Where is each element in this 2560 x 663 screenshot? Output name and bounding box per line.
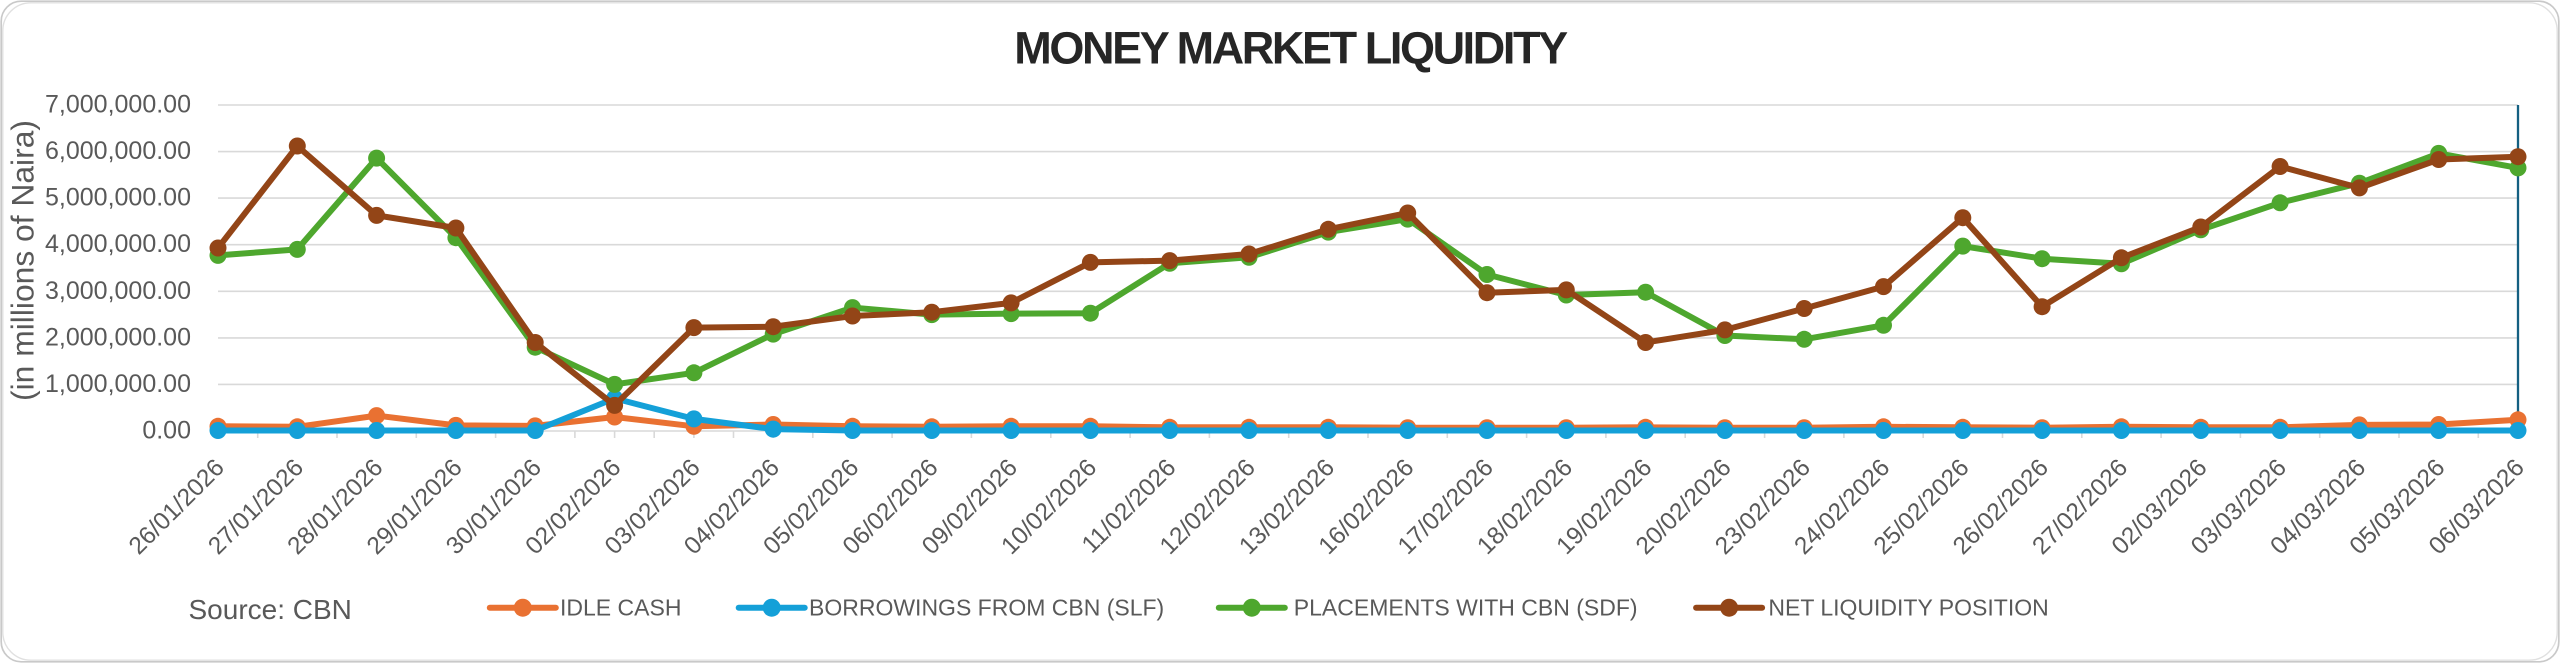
svg-text:7,000,000.00: 7,000,000.00	[45, 91, 191, 119]
svg-text:Source: CBN: Source: CBN	[189, 594, 352, 625]
svg-text:4,000,000.00: 4,000,000.00	[45, 230, 191, 258]
svg-text:1,000,000.00: 1,000,000.00	[45, 370, 191, 398]
svg-text:NET LIQUIDITY POSITION: NET LIQUIDITY POSITION	[1768, 595, 2048, 621]
svg-text:PLACEMENTS WITH CBN (SDF): PLACEMENTS WITH CBN (SDF)	[1294, 595, 1638, 621]
svg-text:MONEY MARKET LIQUIDITY: MONEY MARKET LIQUIDITY	[1014, 23, 1568, 74]
svg-text:(in millions of Naira): (in millions of Naira)	[5, 120, 41, 401]
svg-text:2,000,000.00: 2,000,000.00	[45, 323, 191, 351]
svg-text:IDLE CASH: IDLE CASH	[560, 595, 681, 621]
svg-text:6,000,000.00: 6,000,000.00	[45, 137, 191, 165]
svg-text:BORROWINGS FROM CBN (SLF): BORROWINGS FROM CBN (SLF)	[809, 595, 1164, 621]
svg-text:0.00: 0.00	[142, 417, 191, 445]
svg-text:5,000,000.00: 5,000,000.00	[45, 184, 191, 212]
svg-text:3,000,000.00: 3,000,000.00	[45, 277, 191, 305]
